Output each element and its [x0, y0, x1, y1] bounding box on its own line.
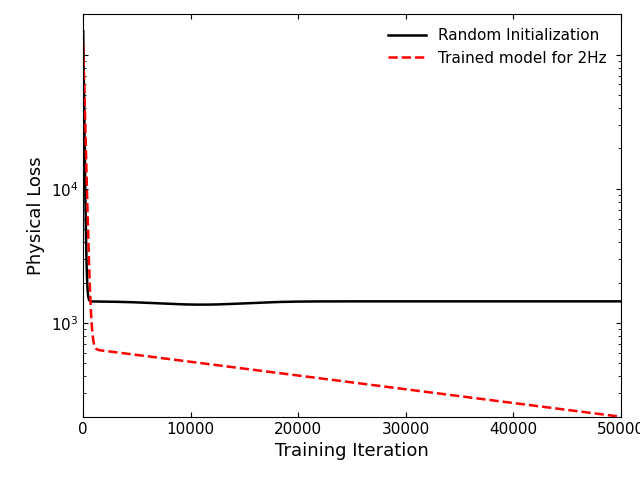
Random Initialization — [602, 298, 609, 304]
Trained model for 2Hz — [79, 41, 87, 47]
Line: Random Initialization: Random Initialization — [83, 31, 621, 305]
Random Initialization — [107, 299, 115, 305]
X-axis label: Training Iteration: Training Iteration — [275, 442, 429, 460]
Trained model for 2Hz — [326, 377, 334, 383]
Trained model for 2Hz — [617, 414, 625, 420]
Random Initialization — [79, 28, 87, 34]
Random Initialization — [327, 298, 335, 304]
Random Initialization — [198, 302, 205, 308]
Trained model for 2Hz — [340, 378, 348, 384]
Trained model for 2Hz — [107, 349, 115, 354]
Line: Trained model for 2Hz: Trained model for 2Hz — [83, 44, 621, 417]
Legend: Random Initialization, Trained model for 2Hz: Random Initialization, Trained model for… — [382, 22, 613, 72]
Trained model for 2Hz — [602, 412, 609, 418]
Random Initialization — [341, 298, 349, 304]
Trained model for 2Hz — [502, 399, 510, 405]
Random Initialization — [617, 298, 625, 304]
Random Initialization — [503, 298, 511, 304]
Y-axis label: Physical Loss: Physical Loss — [27, 156, 45, 275]
Trained model for 2Hz — [601, 412, 609, 418]
Random Initialization — [602, 298, 609, 304]
